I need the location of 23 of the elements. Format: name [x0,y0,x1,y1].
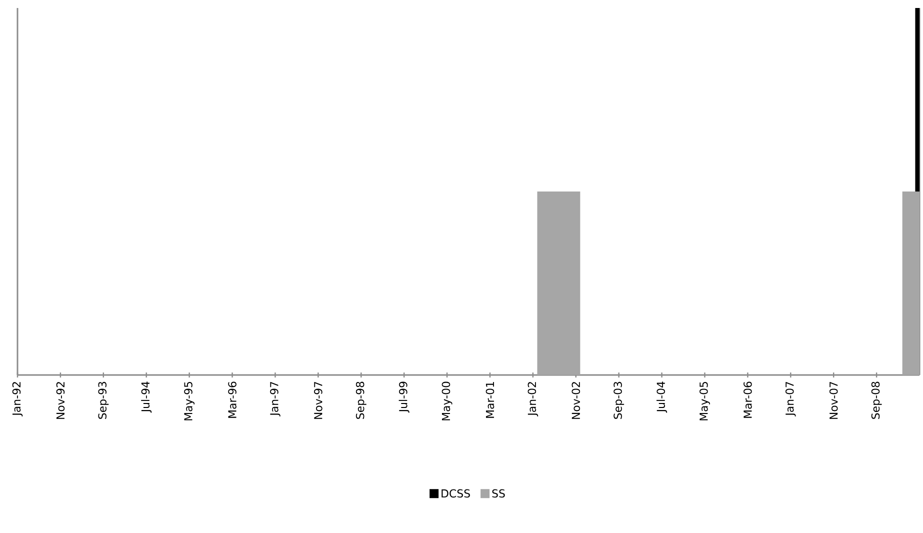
x-tick-label: Jan-92 [12,382,23,416]
x-tick-label: Nov-92 [56,382,65,419]
x-tick-label: Sep-98 [356,382,366,419]
x-tick-label: Mar-01 [486,382,494,418]
x-tick-label: Jan-02 [528,382,538,416]
x-tick-label: Nov-02 [572,382,580,419]
x-tick-label: Sep-93 [98,382,109,419]
x-tick-label: May-05 [700,382,710,420]
x-tick-label: Jul-94 [141,382,152,413]
x-tick-label: Sep-08 [871,382,882,419]
x-tick-label: May-00 [442,382,452,420]
legend-label: SS [492,489,505,498]
x-tick-label: Jul-04 [656,382,668,413]
x-tick-label: Mar-06 [744,382,752,418]
x-tick-label: Nov-07 [829,382,838,419]
x-tick-label: Sep-03 [614,382,624,419]
x-tick-label: Nov-97 [314,382,322,419]
legend-label: DCSS [442,489,470,498]
x-tick-label: Jan-97 [270,382,280,416]
x-tick-label: Jul-99 [398,382,410,413]
x-tick-label: Jan-07 [785,382,796,416]
x-tick-label: May-95 [184,382,195,420]
x-tick-label: Mar-96 [228,382,236,418]
